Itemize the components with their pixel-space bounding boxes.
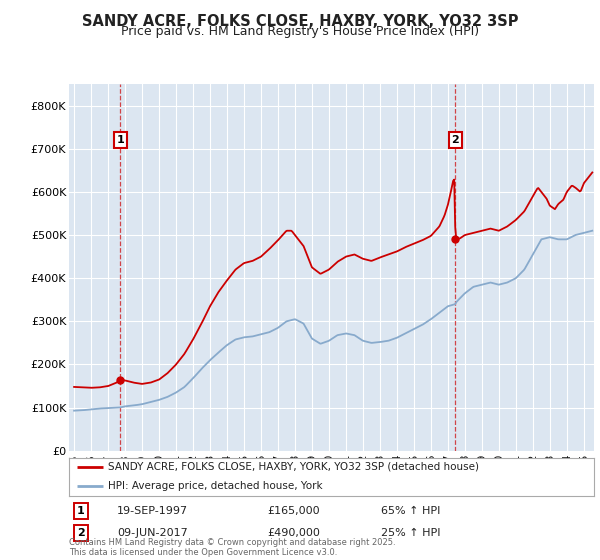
Text: HPI: Average price, detached house, York: HPI: Average price, detached house, York [109, 480, 323, 491]
Text: 09-JUN-2017: 09-JUN-2017 [117, 528, 188, 538]
Text: 25% ↑ HPI: 25% ↑ HPI [381, 528, 440, 538]
Text: 1: 1 [116, 135, 124, 145]
Text: 65% ↑ HPI: 65% ↑ HPI [381, 506, 440, 516]
Text: 19-SEP-1997: 19-SEP-1997 [117, 506, 188, 516]
Text: SANDY ACRE, FOLKS CLOSE, HAXBY, YORK, YO32 3SP (detached house): SANDY ACRE, FOLKS CLOSE, HAXBY, YORK, YO… [109, 461, 479, 472]
Text: Price paid vs. HM Land Registry's House Price Index (HPI): Price paid vs. HM Land Registry's House … [121, 25, 479, 38]
Text: 1: 1 [77, 506, 85, 516]
Text: SANDY ACRE, FOLKS CLOSE, HAXBY, YORK, YO32 3SP: SANDY ACRE, FOLKS CLOSE, HAXBY, YORK, YO… [82, 14, 518, 29]
Text: Contains HM Land Registry data © Crown copyright and database right 2025.
This d: Contains HM Land Registry data © Crown c… [69, 538, 395, 557]
Text: £490,000: £490,000 [267, 528, 320, 538]
Text: 2: 2 [77, 528, 85, 538]
Text: £165,000: £165,000 [267, 506, 320, 516]
Text: 2: 2 [451, 135, 459, 145]
